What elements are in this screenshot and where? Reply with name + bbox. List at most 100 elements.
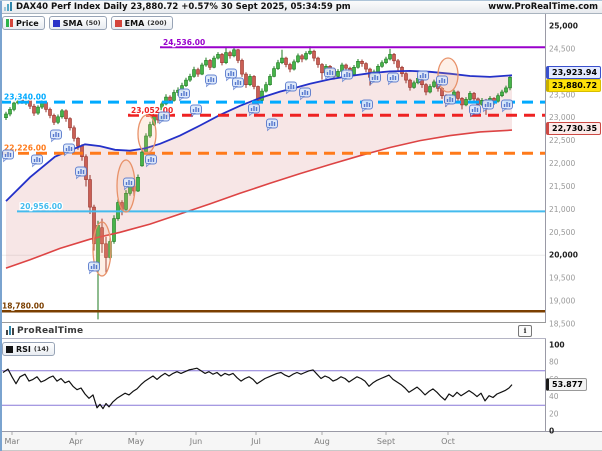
- window-left-edge: [0, 0, 2, 451]
- event-marker-icon[interactable]: [63, 143, 75, 157]
- watermark-label: ProRealTime: [17, 325, 84, 336]
- rsi-value-badge: 53.877: [546, 378, 587, 391]
- annotation-ellipse[interactable]: [437, 57, 459, 93]
- y-axis-label: 22,000: [549, 159, 575, 168]
- annotation-ellipse[interactable]: [137, 114, 157, 154]
- rsi-legend-label: RSI: [16, 344, 31, 354]
- x-axis-label: Oct: [441, 437, 455, 446]
- sma-value-badge: 23,923.94: [546, 66, 602, 79]
- event-marker-icon[interactable]: [145, 154, 157, 168]
- event-marker-icon[interactable]: [50, 129, 62, 143]
- level-line[interactable]: 20,956.00: [17, 201, 545, 213]
- event-marker-icon[interactable]: [178, 88, 190, 102]
- event-marker-icon[interactable]: [75, 166, 87, 180]
- event-marker-icon[interactable]: [387, 72, 399, 86]
- window-top-edge: [0, 0, 602, 1]
- event-marker-icon[interactable]: [232, 77, 244, 91]
- y-axis-label: 18,500: [549, 320, 575, 329]
- x-axis-label: Mar: [4, 437, 20, 446]
- event-marker-icon[interactable]: [2, 149, 14, 163]
- app-logo-icon: [4, 2, 12, 11]
- ema-legend-label: EMA: [124, 18, 145, 28]
- event-marker-icon[interactable]: [158, 111, 170, 125]
- x-axis-label: Jul: [250, 437, 261, 446]
- rsi-legend-row: RSI (14): [2, 342, 55, 356]
- y-axis-label: 20,000: [549, 251, 578, 260]
- event-marker-icon[interactable]: [417, 70, 429, 84]
- event-marker-icon[interactable]: [341, 69, 353, 83]
- event-marker-icon[interactable]: [123, 177, 135, 191]
- x-axis-label: May: [128, 437, 145, 446]
- event-marker-icon[interactable]: [469, 104, 481, 118]
- event-marker-icon[interactable]: [205, 74, 217, 88]
- event-marker-icon[interactable]: [444, 94, 456, 108]
- y-axis-label: 22,500: [549, 136, 575, 145]
- level-line[interactable]: 18,780.00: [0, 300, 545, 313]
- event-marker-icon[interactable]: [436, 75, 448, 89]
- y-axis-label: 21,000: [549, 205, 575, 214]
- event-marker-icon[interactable]: [190, 104, 202, 118]
- x-axis-strip: [0, 432, 602, 451]
- y-axis-label: 23,000: [549, 113, 575, 122]
- level-line[interactable]: 23,052.00: [128, 105, 545, 117]
- x-axis-label: Aug: [314, 437, 330, 446]
- level-label: 23,340.00: [4, 93, 46, 102]
- event-marker-icon[interactable]: [248, 103, 260, 117]
- event-marker-icon[interactable]: [225, 68, 237, 82]
- sma-legend-label: SMA: [62, 18, 83, 28]
- price-legend-label: Price: [16, 18, 39, 28]
- last-price-badge: 23,880.72: [546, 79, 602, 92]
- info-icon[interactable]: i: [518, 324, 532, 337]
- x-axis-label: Sept: [377, 437, 395, 446]
- level-label: 23,052.00: [131, 106, 173, 115]
- event-marker-icon[interactable]: [88, 261, 100, 275]
- y-axis-label: 24,500: [549, 44, 575, 53]
- ema-value-badge: 22,730.35: [546, 122, 602, 135]
- event-marker-icon[interactable]: [361, 99, 373, 113]
- x-axis-label: Jun: [189, 437, 203, 446]
- sma-period: (50): [85, 19, 101, 27]
- instrument-title: DAX40 Perf Index Daily 23,880.72 +0.57% …: [16, 1, 351, 12]
- y-axis-label: 20,500: [549, 228, 575, 237]
- ema-color-icon: [114, 19, 122, 27]
- rsi-axis-label: 20: [549, 409, 559, 418]
- rsi-legend-chip[interactable]: RSI (14): [2, 342, 55, 356]
- ma-ribbon: [6, 70, 512, 269]
- level-label: 24,536.00: [163, 38, 205, 47]
- level-label: 22,226.00: [4, 144, 46, 153]
- level-label: 20,956.00: [20, 202, 62, 211]
- rsi-axis-label: 80: [549, 358, 559, 367]
- legend-row: Price SMA (50) EMA (200): [2, 16, 173, 30]
- candles-icon: [6, 19, 13, 27]
- rsi-period: (14): [33, 345, 49, 353]
- ema-legend-chip[interactable]: EMA (200): [110, 16, 173, 30]
- y-axis-label: 25,000: [549, 22, 578, 31]
- prorealtime-link[interactable]: www.ProRealTime.com: [488, 1, 598, 12]
- event-marker-icon[interactable]: [299, 87, 311, 101]
- event-marker-icon[interactable]: [369, 72, 381, 86]
- event-marker-icon[interactable]: [482, 99, 494, 113]
- panel-separator: ProRealTime i: [0, 322, 546, 339]
- watermark-candle-icon: [6, 326, 14, 335]
- y-axis-label: 21,500: [549, 182, 575, 191]
- event-marker-icon[interactable]: [285, 81, 297, 95]
- rsi-axis-label: 0: [549, 427, 554, 436]
- y-axis-label: 19,500: [549, 274, 575, 283]
- rsi-axis-label: 40: [549, 392, 559, 401]
- event-marker-icon[interactable]: [324, 67, 336, 81]
- event-marker-icon[interactable]: [266, 118, 278, 132]
- level-label: 18,780.00: [2, 302, 44, 311]
- sma-legend-chip[interactable]: SMA (50): [48, 16, 107, 30]
- y-axis-label: 23,500: [549, 90, 575, 99]
- y-axis-label: 19,000: [549, 297, 575, 306]
- price-legend-chip[interactable]: Price: [2, 16, 45, 30]
- level-line[interactable]: 24,536.00: [160, 37, 545, 49]
- ema200-line: [5, 129, 513, 269]
- title-bar: DAX40 Perf Index Daily 23,880.72 +0.57% …: [0, 0, 602, 14]
- event-marker-icon[interactable]: [31, 154, 43, 168]
- event-marker-icon[interactable]: [501, 99, 513, 113]
- level-line[interactable]: 22,226.00: [0, 142, 545, 155]
- x-axis-label: Apr: [69, 437, 84, 446]
